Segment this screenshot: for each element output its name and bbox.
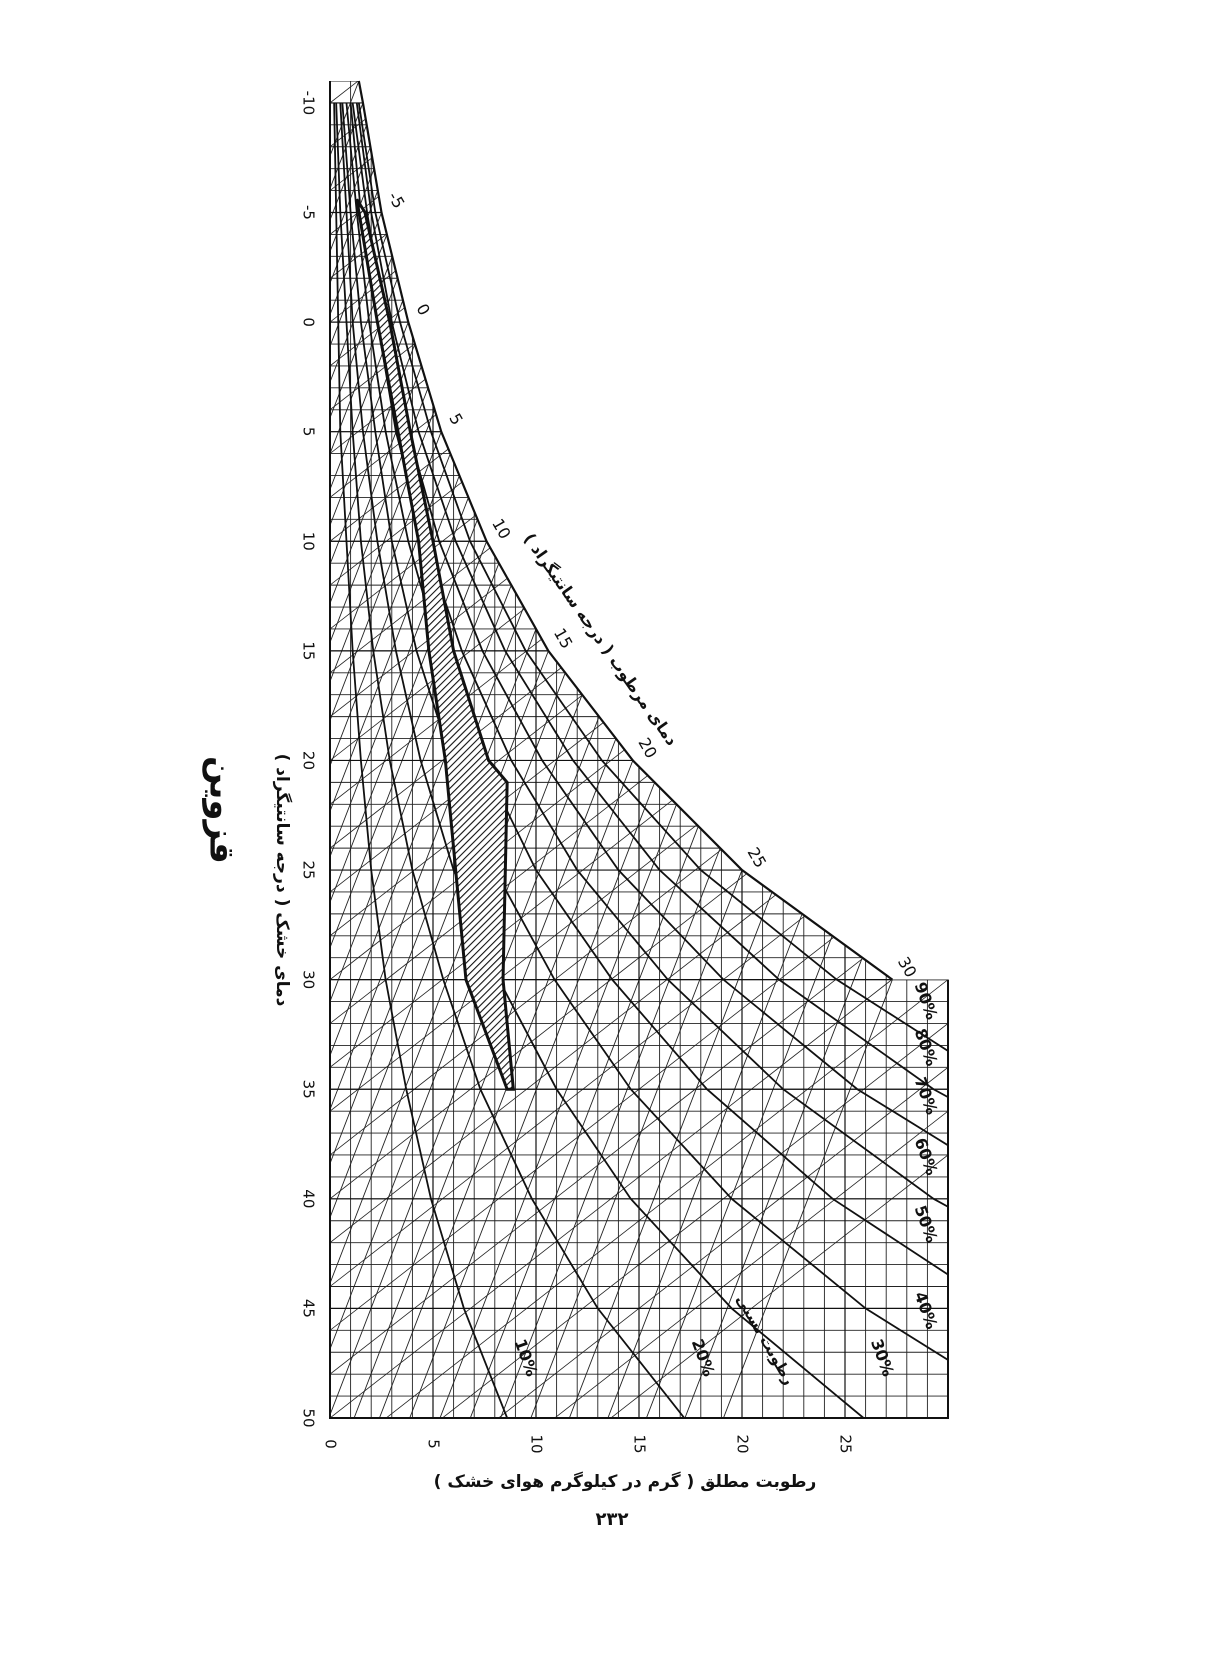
y-tick-label: 10 [528,1434,546,1453]
wet-bulb-line [330,431,442,1418]
wet-bulb-line [330,541,487,1418]
diag-line [330,81,948,279]
wet-bulb-tick-label: 15 [550,625,577,652]
rh-label: 30% [867,1336,898,1378]
wet-bulb-line [330,81,360,1418]
rh-label: 60% [911,1135,942,1177]
y-axis-label: رطوبت مطلق ( گرم در کیلوگرم هوای خشک ) [434,1471,817,1492]
wet-bulb-line [330,343,416,1418]
x-tick-label: 50 [300,1408,318,1427]
rh-label: 40% [911,1289,942,1331]
wet-bulb-line [330,146,371,1418]
chart-frame [329,81,949,1419]
diag-line [330,81,948,454]
wet-bulb-line [330,475,460,1418]
wet-bulb-line [684,957,863,1418]
wet-bulb-line [500,847,721,1418]
rh-curve [355,102,948,1200]
wet-bulb-line [469,826,699,1418]
rh-curve [357,102,948,1090]
diag-line [330,81,948,148]
wet-bulb-tick-label: -5 [384,188,408,211]
x-tick-label: 20 [300,751,318,770]
wet-bulb-line [607,913,803,1418]
saturation-curve [357,80,894,981]
wet-bulb-tick-label: 5 [445,410,467,428]
chart-title: قزوین [202,756,242,864]
diag-line [330,81,948,498]
diag-line [330,81,948,191]
wet-bulb-line [330,453,451,1418]
wet-bulb-line [330,387,429,1418]
wet-bulb-line [330,256,393,1418]
wet-bulb-line [330,672,566,1418]
rh-curve [333,102,508,1418]
rh-curve [339,102,865,1418]
diag-line [330,81,948,104]
x-tick-label: 15 [300,641,318,660]
wet-bulb-line [330,300,404,1418]
wet-bulb-tick-label: 30 [894,954,921,981]
x-tick-label: 45 [300,1299,318,1318]
diag-line [330,0,948,15]
diag-line [330,0,948,59]
x-tick-label: 10 [300,532,318,551]
rh-label: 90% [911,980,942,1022]
rh-label: 50% [911,1203,942,1245]
wet-bulb-line [330,716,600,1418]
y-tick-label: 20 [734,1434,752,1453]
x-tick-label: 25 [300,861,318,880]
y-tick-label: 5 [425,1439,443,1449]
wet-bulb-line [330,168,375,1418]
climate-region [355,198,515,1091]
page-number: ۲۳۲ [596,1509,629,1530]
wet-bulb-line [645,935,833,1418]
x-tick-label: -10 [300,91,318,116]
x-tick-label: -5 [300,205,318,220]
wet-bulb-line [330,519,478,1418]
wet-bulb-line [330,234,388,1418]
diag-line [330,81,948,411]
diag-line [330,81,948,323]
diag-line [330,81,948,235]
wet-bulb-tick-label: 25 [744,844,771,871]
wet-bulb-line [439,804,677,1418]
wet-bulb-line [530,869,743,1418]
wet-bulb-tick-label: 20 [634,734,661,761]
wet-bulb-line [330,321,409,1418]
x-tick-label: 35 [300,1080,318,1099]
diag-line [330,81,948,542]
wet-bulb-line [330,694,583,1418]
x-tick-label: 0 [300,317,318,327]
wet-bulb-line [330,212,382,1418]
wet-bulb-tick-label: 0 [412,300,434,318]
x-tick-label: 30 [300,970,318,989]
y-tick-label: 25 [837,1434,855,1453]
y-tick-label: 15 [631,1434,649,1453]
x-axis-label: دمای خشک ( درجه سانتیگراد ) [272,754,293,1007]
x-tick-label: 5 [300,427,318,437]
wet-bulb-tick-label: 10 [488,515,515,542]
wet-bulb-line [330,190,379,1418]
wet-bulb-line [409,782,656,1418]
wet-bulb-line [330,409,436,1418]
y-tick-label: 0 [322,1439,340,1449]
rh-curve [335,102,686,1418]
x-tick-label: 40 [300,1189,318,1208]
